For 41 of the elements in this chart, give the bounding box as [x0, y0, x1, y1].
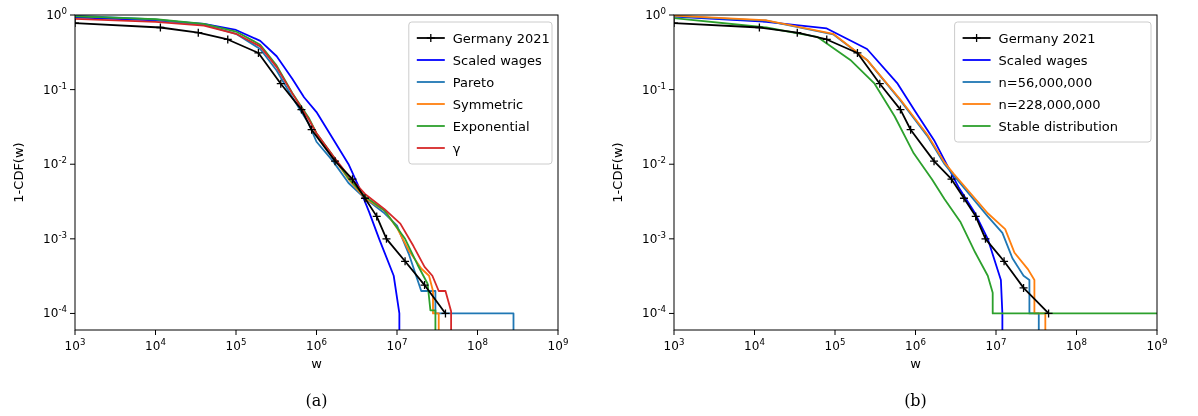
- legend-label: Germany 2021: [998, 31, 1096, 46]
- y-tick-label: 10$^{0}$: [46, 6, 67, 22]
- x-tick-label: 10$^{7}$: [985, 337, 1007, 353]
- y-tick-label: 10$^{-4}$: [43, 304, 67, 321]
- y-tick-label: 10$^{-3}$: [43, 229, 67, 246]
- legend-label: Exponential: [452, 119, 530, 134]
- legend-label: γ: [452, 141, 461, 156]
- y-tick-label: 10$^{-1}$: [642, 80, 666, 97]
- x-tick-label: 10$^{9}$: [1146, 337, 1168, 353]
- y-tick-label: 10$^{-4}$: [642, 304, 666, 321]
- x-tick-label: 10$^{4}$: [145, 337, 166, 353]
- x-tick-label: 10$^{4}$: [744, 337, 765, 353]
- x-tick-label: 10$^{7}$: [386, 337, 408, 353]
- x-tick-label: 10$^{6}$: [905, 337, 926, 353]
- y-tick-label: 10$^{0}$: [645, 6, 666, 22]
- y-tick-label: 10$^{-3}$: [642, 229, 666, 246]
- text: (b): [904, 391, 927, 410]
- x-tick-label: 10$^{3}$: [64, 337, 86, 353]
- x-tick-label: 10$^{5}$: [824, 337, 846, 353]
- y-axis-title: 1-CDF(w): [11, 142, 26, 203]
- legend-label: Germany 2021: [452, 31, 550, 46]
- legend-label: Stable distribution: [998, 119, 1119, 134]
- x-tick-label: 10$^{9}$: [547, 337, 569, 353]
- x-tick-label: 10$^{6}$: [306, 337, 327, 353]
- legend-label: Scaled wages: [452, 53, 543, 68]
- legend-label: Symmetric: [452, 97, 524, 112]
- legend-label: Scaled wages: [998, 53, 1088, 68]
- legend-label: n=56,000,000: [998, 75, 1093, 90]
- x-tick-label: 10$^{5}$: [225, 337, 247, 353]
- y-tick-label: 10$^{-2}$: [642, 155, 666, 172]
- x-axis-title: w: [910, 356, 922, 371]
- y-tick-label: 10$^{-2}$: [43, 155, 67, 172]
- y-tick-label: 10$^{-1}$: [43, 80, 67, 97]
- text: (a): [305, 391, 328, 410]
- x-tick-label: 10$^{8}$: [1066, 337, 1087, 353]
- x-axis-title: w: [311, 356, 323, 371]
- legend-label: Pareto: [452, 75, 495, 90]
- x-tick-label: 10$^{8}$: [467, 337, 488, 353]
- x-tick-label: 10$^{3}$: [663, 337, 685, 353]
- legend-label: n=228,000,000: [998, 97, 1101, 112]
- y-axis-title: 1-CDF(w): [610, 142, 625, 203]
